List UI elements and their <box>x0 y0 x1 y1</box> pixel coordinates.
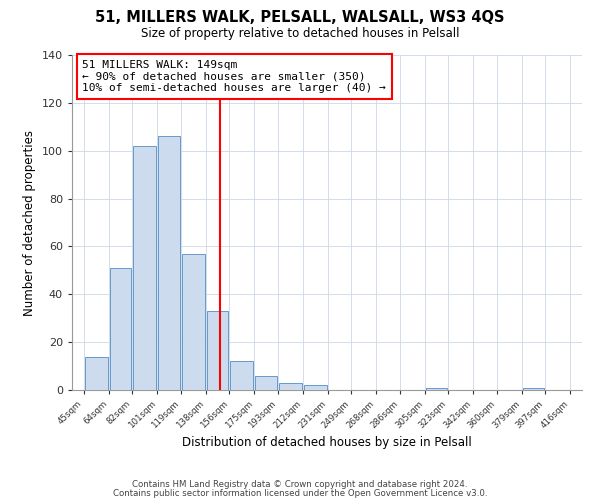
Bar <box>255 376 277 390</box>
Y-axis label: Number of detached properties: Number of detached properties <box>23 130 36 316</box>
Bar <box>182 254 205 390</box>
Bar <box>304 385 326 390</box>
Text: 51 MILLERS WALK: 149sqm
← 90% of detached houses are smaller (350)
10% of semi-d: 51 MILLERS WALK: 149sqm ← 90% of detache… <box>82 60 386 93</box>
X-axis label: Distribution of detached houses by size in Pelsall: Distribution of detached houses by size … <box>182 436 472 448</box>
Text: Contains HM Land Registry data © Crown copyright and database right 2024.: Contains HM Land Registry data © Crown c… <box>132 480 468 489</box>
Bar <box>85 356 108 390</box>
Bar <box>230 362 253 390</box>
Bar <box>133 146 156 390</box>
Text: Contains public sector information licensed under the Open Government Licence v3: Contains public sector information licen… <box>113 488 487 498</box>
Bar <box>523 388 544 390</box>
Bar <box>110 268 131 390</box>
Bar <box>425 388 448 390</box>
Text: 51, MILLERS WALK, PELSALL, WALSALL, WS3 4QS: 51, MILLERS WALK, PELSALL, WALSALL, WS3 … <box>95 10 505 25</box>
Bar <box>279 383 302 390</box>
Text: Size of property relative to detached houses in Pelsall: Size of property relative to detached ho… <box>141 28 459 40</box>
Bar <box>158 136 180 390</box>
Bar <box>206 311 229 390</box>
